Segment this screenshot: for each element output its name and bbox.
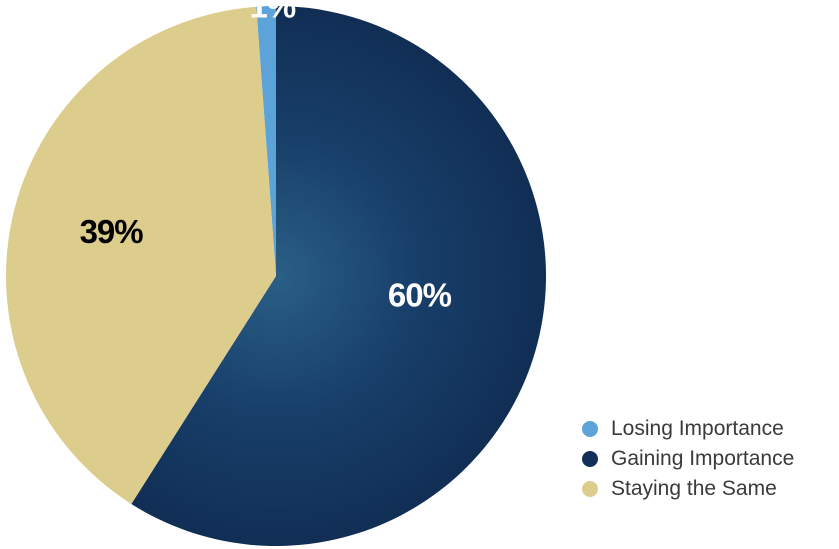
data-label-losing-importance: 1% — [250, 0, 296, 25]
legend-item-losing-importance: Losing Importance — [582, 414, 839, 444]
legend-label: Gaining Importance — [611, 447, 795, 470]
pie-labels: 1% 60% 39% — [80, 0, 453, 314]
legend: Losing Importance Gaining Importance Sta… — [582, 414, 839, 504]
legend-item-gaining-importance: Gaining Importance — [582, 444, 839, 474]
pie-slices — [6, 6, 547, 546]
pie-slice-losing-importance — [256, 6, 276, 276]
pie-slice-staying-the-same — [6, 6, 277, 504]
legend-label: Staying the Same — [611, 477, 777, 500]
data-label-staying-the-same: 39% — [80, 213, 144, 250]
pie-slice-gaining-importance — [131, 6, 547, 546]
legend-swatch-losing-importance — [582, 421, 598, 437]
legend-item-staying-the-same: Staying the Same — [582, 474, 839, 504]
legend-swatch-staying-the-same — [582, 481, 598, 497]
data-label-gaining-importance: 60% — [388, 277, 452, 314]
legend-swatch-gaining-importance — [582, 451, 598, 467]
legend-label: Losing Importance — [611, 417, 784, 440]
